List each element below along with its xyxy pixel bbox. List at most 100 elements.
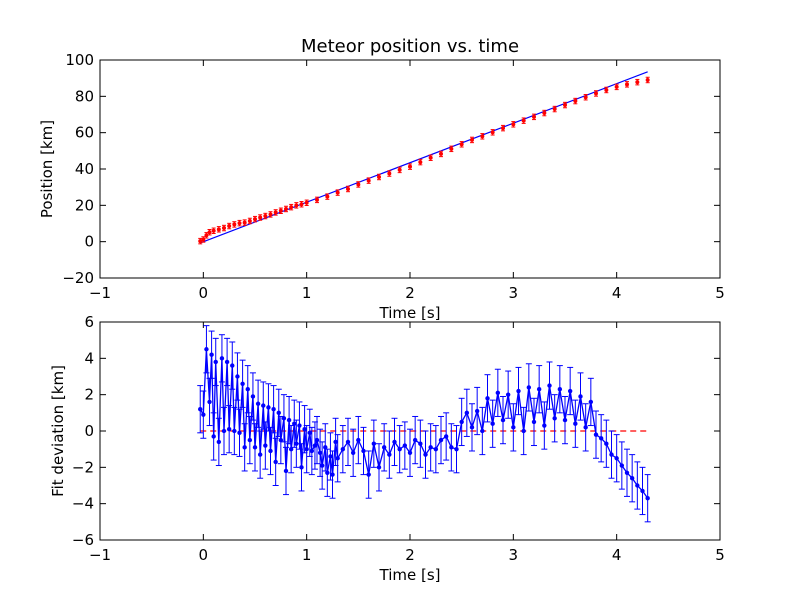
deviation-point (464, 410, 470, 416)
deviation-point (604, 441, 609, 446)
deviation-point (201, 412, 206, 417)
deviation-point (242, 445, 247, 450)
deviation-point (325, 470, 330, 475)
deviation-point (255, 401, 261, 406)
deviation-point (433, 446, 439, 452)
deviation-point (314, 437, 320, 443)
deviation-point (485, 396, 490, 401)
data-point (273, 210, 278, 215)
deviation-point (221, 428, 227, 434)
y-tick-label: 0 (84, 422, 94, 440)
deviation-point (226, 426, 232, 432)
deviation-point (531, 419, 537, 425)
data-point (211, 228, 216, 233)
deviation-point (204, 347, 209, 352)
deviation-point (232, 428, 237, 434)
deviation-point (588, 399, 594, 405)
data-point (198, 239, 203, 244)
data-point (356, 182, 361, 187)
data-point (583, 95, 588, 100)
deviation-point (299, 465, 304, 470)
deviation-point (302, 426, 307, 432)
deviation-point (237, 430, 242, 436)
deviation-point (209, 352, 214, 357)
deviation-point (345, 439, 351, 445)
data-point (490, 130, 495, 135)
deviation-point (438, 437, 444, 443)
deviation-point (211, 434, 216, 439)
data-point (242, 220, 247, 225)
deviation-y-ticks: −6 −4 −2 0 2 4 6 (72, 313, 720, 549)
data-point (459, 142, 464, 147)
position-y-ticks: −20 0 20 40 60 80 100 (62, 51, 720, 287)
deviation-point (257, 452, 263, 457)
deviation-point (307, 430, 312, 436)
data-point (258, 215, 263, 220)
x-tick-label: 3 (509, 546, 519, 564)
deviation-point (516, 388, 521, 394)
deviation-point (304, 446, 309, 452)
deviation-point (309, 448, 315, 454)
deviation-point (500, 417, 506, 423)
data-point (480, 134, 485, 139)
data-point (294, 203, 299, 208)
deviation-point (247, 437, 253, 443)
deviation-point (469, 425, 475, 430)
deviation-point (407, 450, 413, 455)
deviation-point (552, 416, 557, 421)
deviation-point (281, 416, 287, 421)
deviation-point (593, 432, 599, 437)
data-point (418, 160, 423, 165)
data-point (268, 212, 273, 217)
deviation-point (271, 407, 276, 412)
deviation-point (297, 423, 302, 428)
data-point (335, 190, 340, 195)
deviation-point (266, 405, 271, 410)
y-tick-label: −2 (72, 458, 94, 476)
deviation-point (583, 425, 588, 430)
data-point (289, 205, 294, 210)
deviation-point (340, 446, 346, 452)
deviation-point (276, 410, 281, 416)
data-point (253, 217, 257, 222)
deviation-point (213, 359, 218, 365)
deviation-point (207, 399, 212, 405)
deviation-point (333, 439, 338, 445)
deviation-point (480, 428, 485, 434)
deviation-point (423, 452, 428, 457)
data-point (304, 200, 309, 205)
deviation-point (198, 407, 203, 412)
deviation-point (428, 445, 433, 450)
deviation-point (526, 385, 532, 390)
position-chart-title: Meteor position vs. time (301, 36, 519, 57)
x-tick-label: 1 (302, 284, 312, 302)
deviation-point (511, 425, 516, 430)
data-point (299, 202, 304, 207)
deviation-point (286, 417, 292, 423)
y-tick-label: −6 (72, 531, 94, 549)
deviation-point (495, 390, 501, 396)
data-point (263, 214, 268, 219)
x-tick-label: 2 (405, 546, 415, 564)
deviation-point (261, 403, 266, 408)
deviation-point (278, 437, 284, 443)
deviation-point (547, 383, 552, 388)
deviation-point (536, 387, 542, 392)
deviation-point (273, 459, 278, 465)
deviation-point (614, 456, 619, 461)
x-tick-label: 4 (612, 546, 622, 564)
deviation-point (640, 488, 645, 494)
deviation-point (268, 448, 273, 454)
deviation-point (328, 454, 333, 459)
deviation-point (619, 463, 625, 468)
data-point (501, 126, 505, 131)
deviation-point (252, 445, 258, 450)
position-chart: Meteor position vs. time −1 0 1 2 3 4 5 −20 0 20… (38, 36, 725, 322)
x-tick-label: 0 (199, 284, 209, 302)
data-point (232, 222, 237, 227)
deviation-point (609, 452, 614, 457)
y-tick-label: 0 (84, 233, 94, 251)
x-tick-label: 1 (302, 546, 312, 564)
data-point (247, 218, 252, 223)
deviation-point (381, 445, 387, 450)
